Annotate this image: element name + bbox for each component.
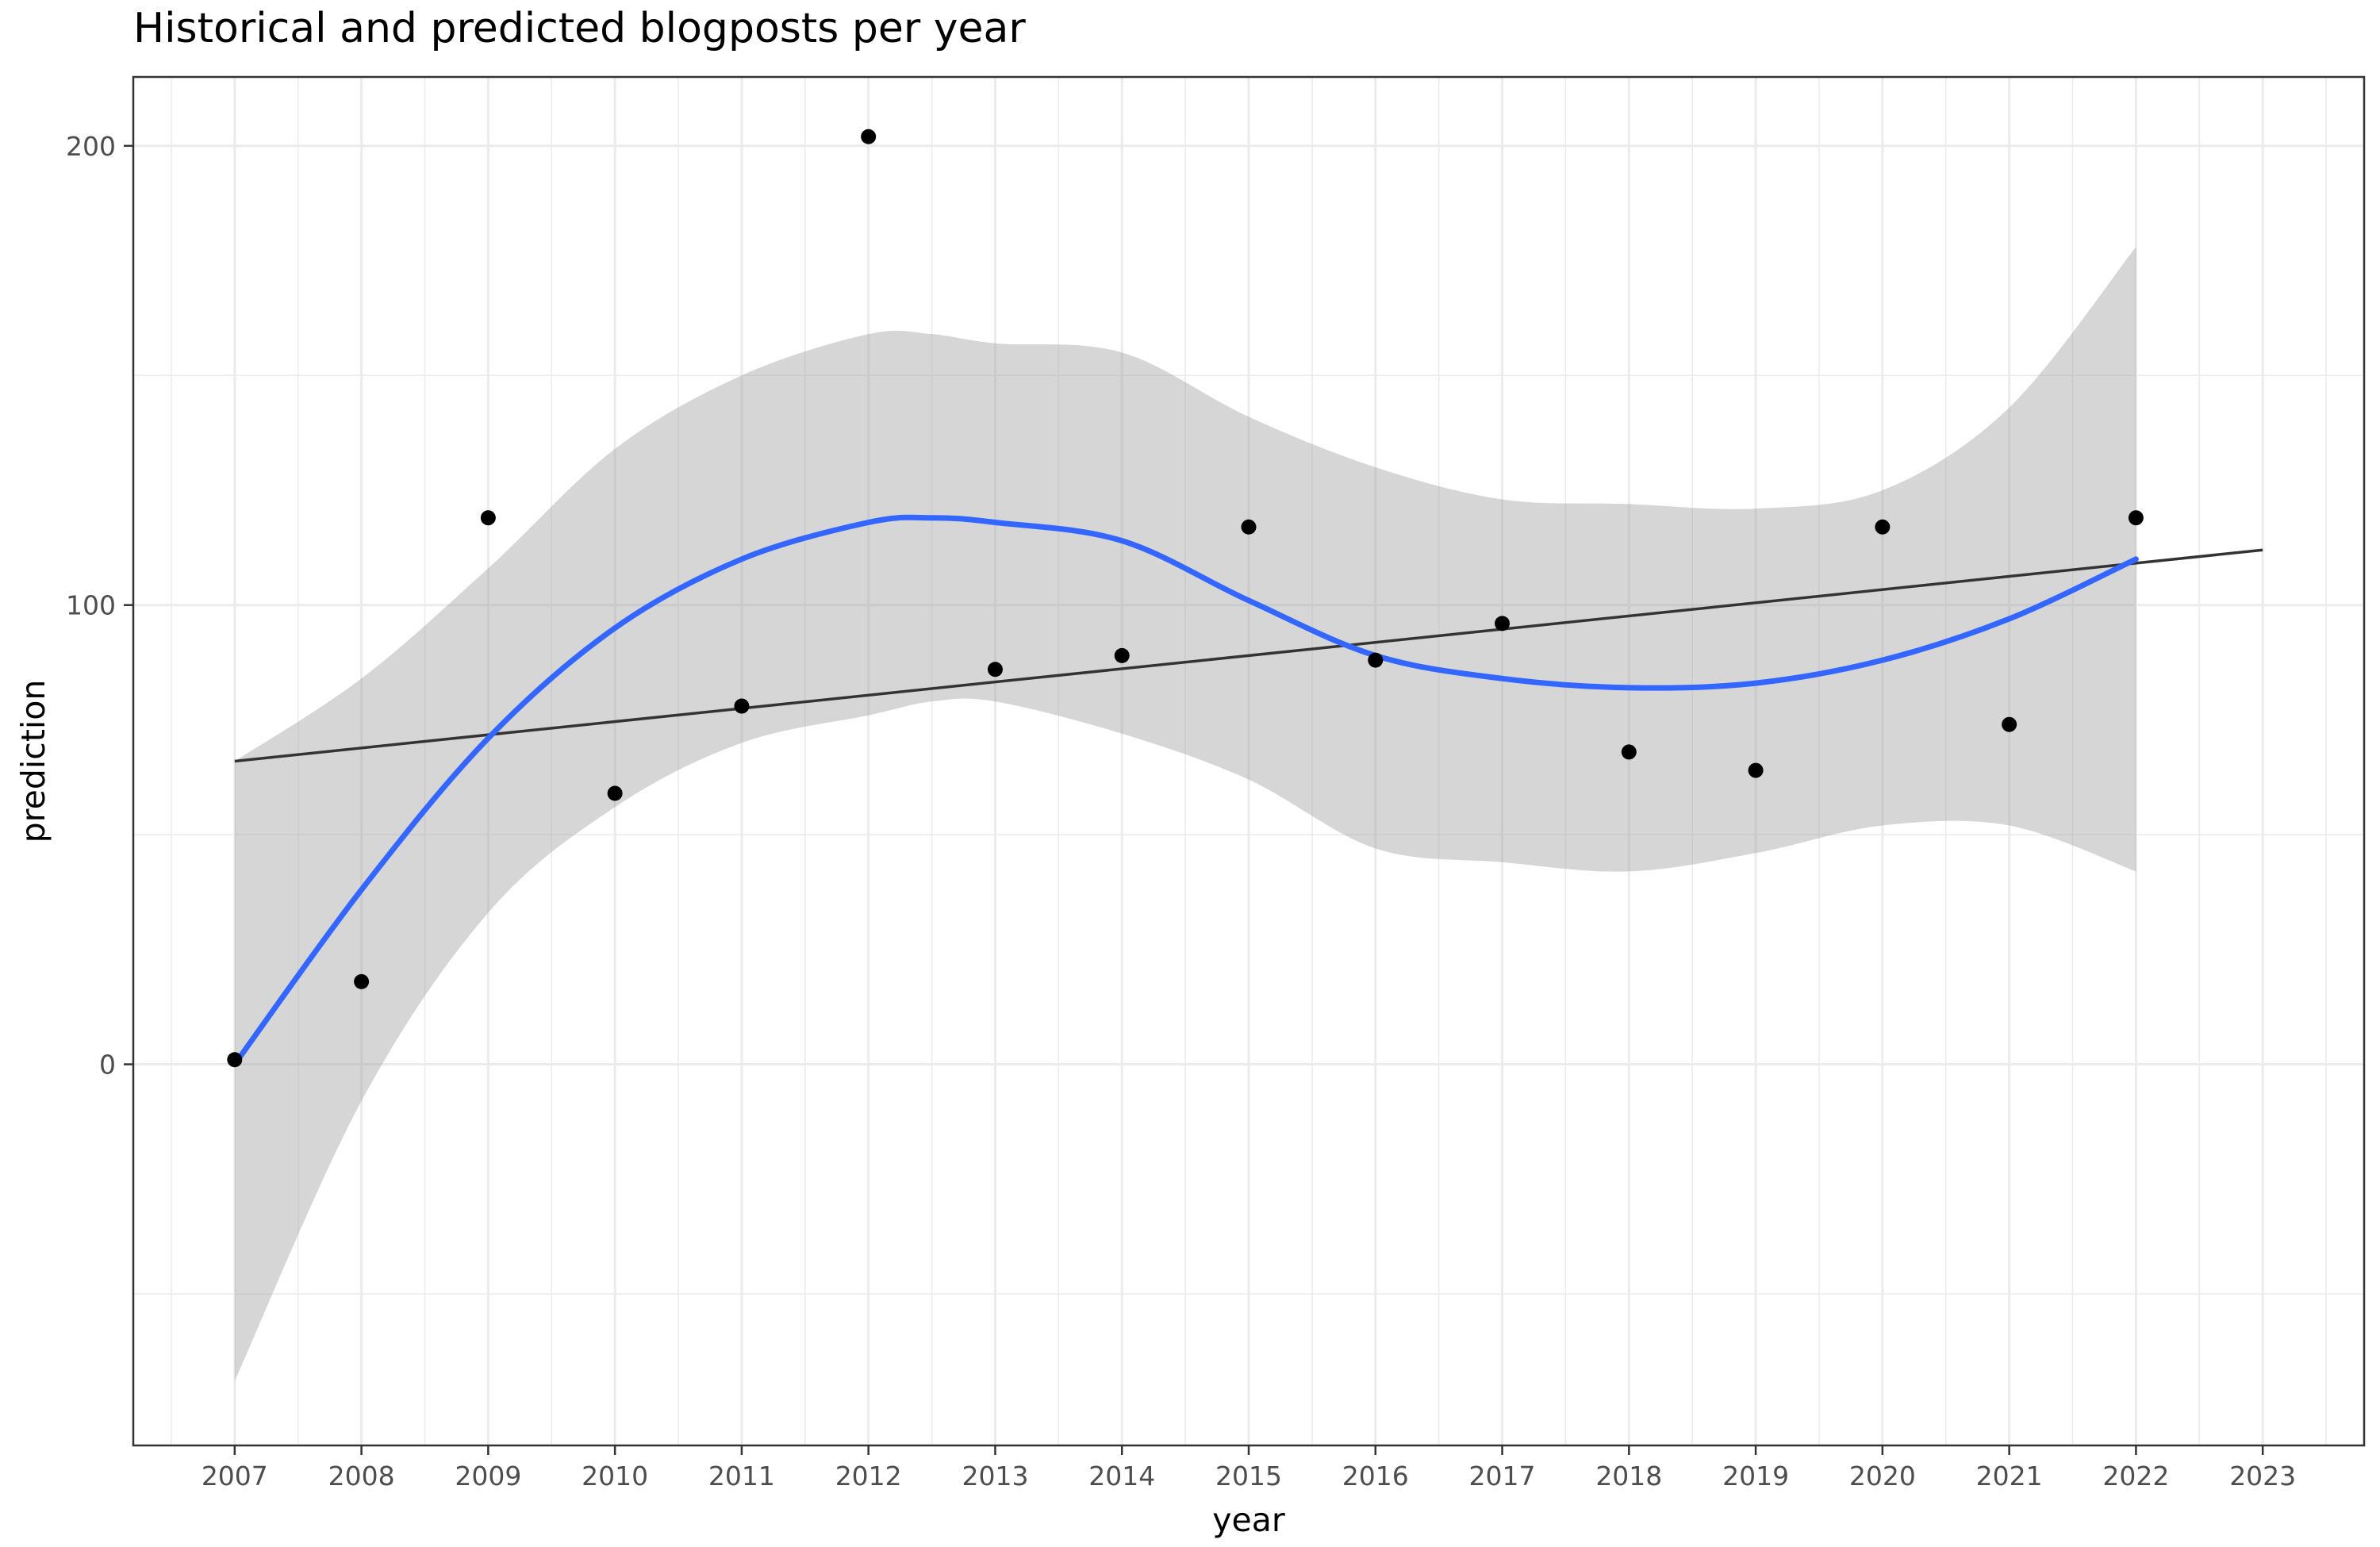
x-tick-label: 2023 — [2229, 1461, 2296, 1491]
y-axis-title: prediction — [14, 680, 52, 843]
x-tick-label: 2010 — [582, 1461, 648, 1491]
x-tick-label: 2014 — [1088, 1461, 1155, 1491]
data-point — [1368, 652, 1384, 668]
data-point — [987, 662, 1003, 678]
y-tick-label: 0 — [99, 1050, 116, 1081]
x-tick-label: 2019 — [1722, 1461, 1789, 1491]
x-tick-label: 2021 — [1976, 1461, 2043, 1491]
tick-layer: 2007 2008 2009 2010 2011 2012 2013 2014 2015 2016… — [66, 131, 2296, 1491]
data-point — [1621, 744, 1637, 760]
confidence-ribbon-layer — [234, 247, 2136, 1381]
data-point — [1114, 647, 1130, 663]
data-point — [861, 129, 877, 144]
data-point — [1748, 762, 1764, 778]
x-tick-label: 2022 — [2102, 1461, 2169, 1491]
data-point — [1241, 519, 1257, 535]
data-point — [480, 510, 496, 526]
line-layer — [232, 514, 2263, 1068]
x-tick-label: 2016 — [1342, 1461, 1409, 1491]
linear-trend-line — [234, 548, 2263, 763]
data-point — [1875, 519, 1891, 535]
data-point — [227, 1052, 243, 1068]
x-tick-label: 2018 — [1595, 1461, 1662, 1491]
x-tick-label: 2020 — [1849, 1461, 1916, 1491]
x-axis-title: year — [1212, 1501, 1285, 1539]
smooth-curve — [232, 514, 2139, 1068]
x-tick-label: 2007 — [202, 1461, 268, 1491]
x-tick-label: 2009 — [455, 1461, 521, 1491]
confidence-ribbon — [234, 247, 2136, 1381]
point-layer — [227, 129, 2144, 1068]
x-tick-label: 2011 — [708, 1461, 775, 1491]
y-tick-label: 100 — [66, 590, 116, 621]
data-point — [734, 698, 750, 714]
x-tick-label: 2013 — [962, 1461, 1028, 1491]
chart-title: Historical and predicted blogposts per y… — [133, 5, 1026, 52]
y-tick-label: 200 — [66, 131, 116, 162]
data-point — [2128, 510, 2144, 526]
x-tick-label: 2012 — [835, 1461, 902, 1491]
data-point — [1495, 616, 1511, 631]
x-tick-label: 2008 — [328, 1461, 395, 1491]
data-point — [354, 973, 370, 989]
data-point — [607, 785, 623, 801]
x-tick-label: 2017 — [1469, 1461, 1536, 1491]
data-point — [2002, 716, 2017, 732]
x-tick-label: 2015 — [1215, 1461, 1282, 1491]
